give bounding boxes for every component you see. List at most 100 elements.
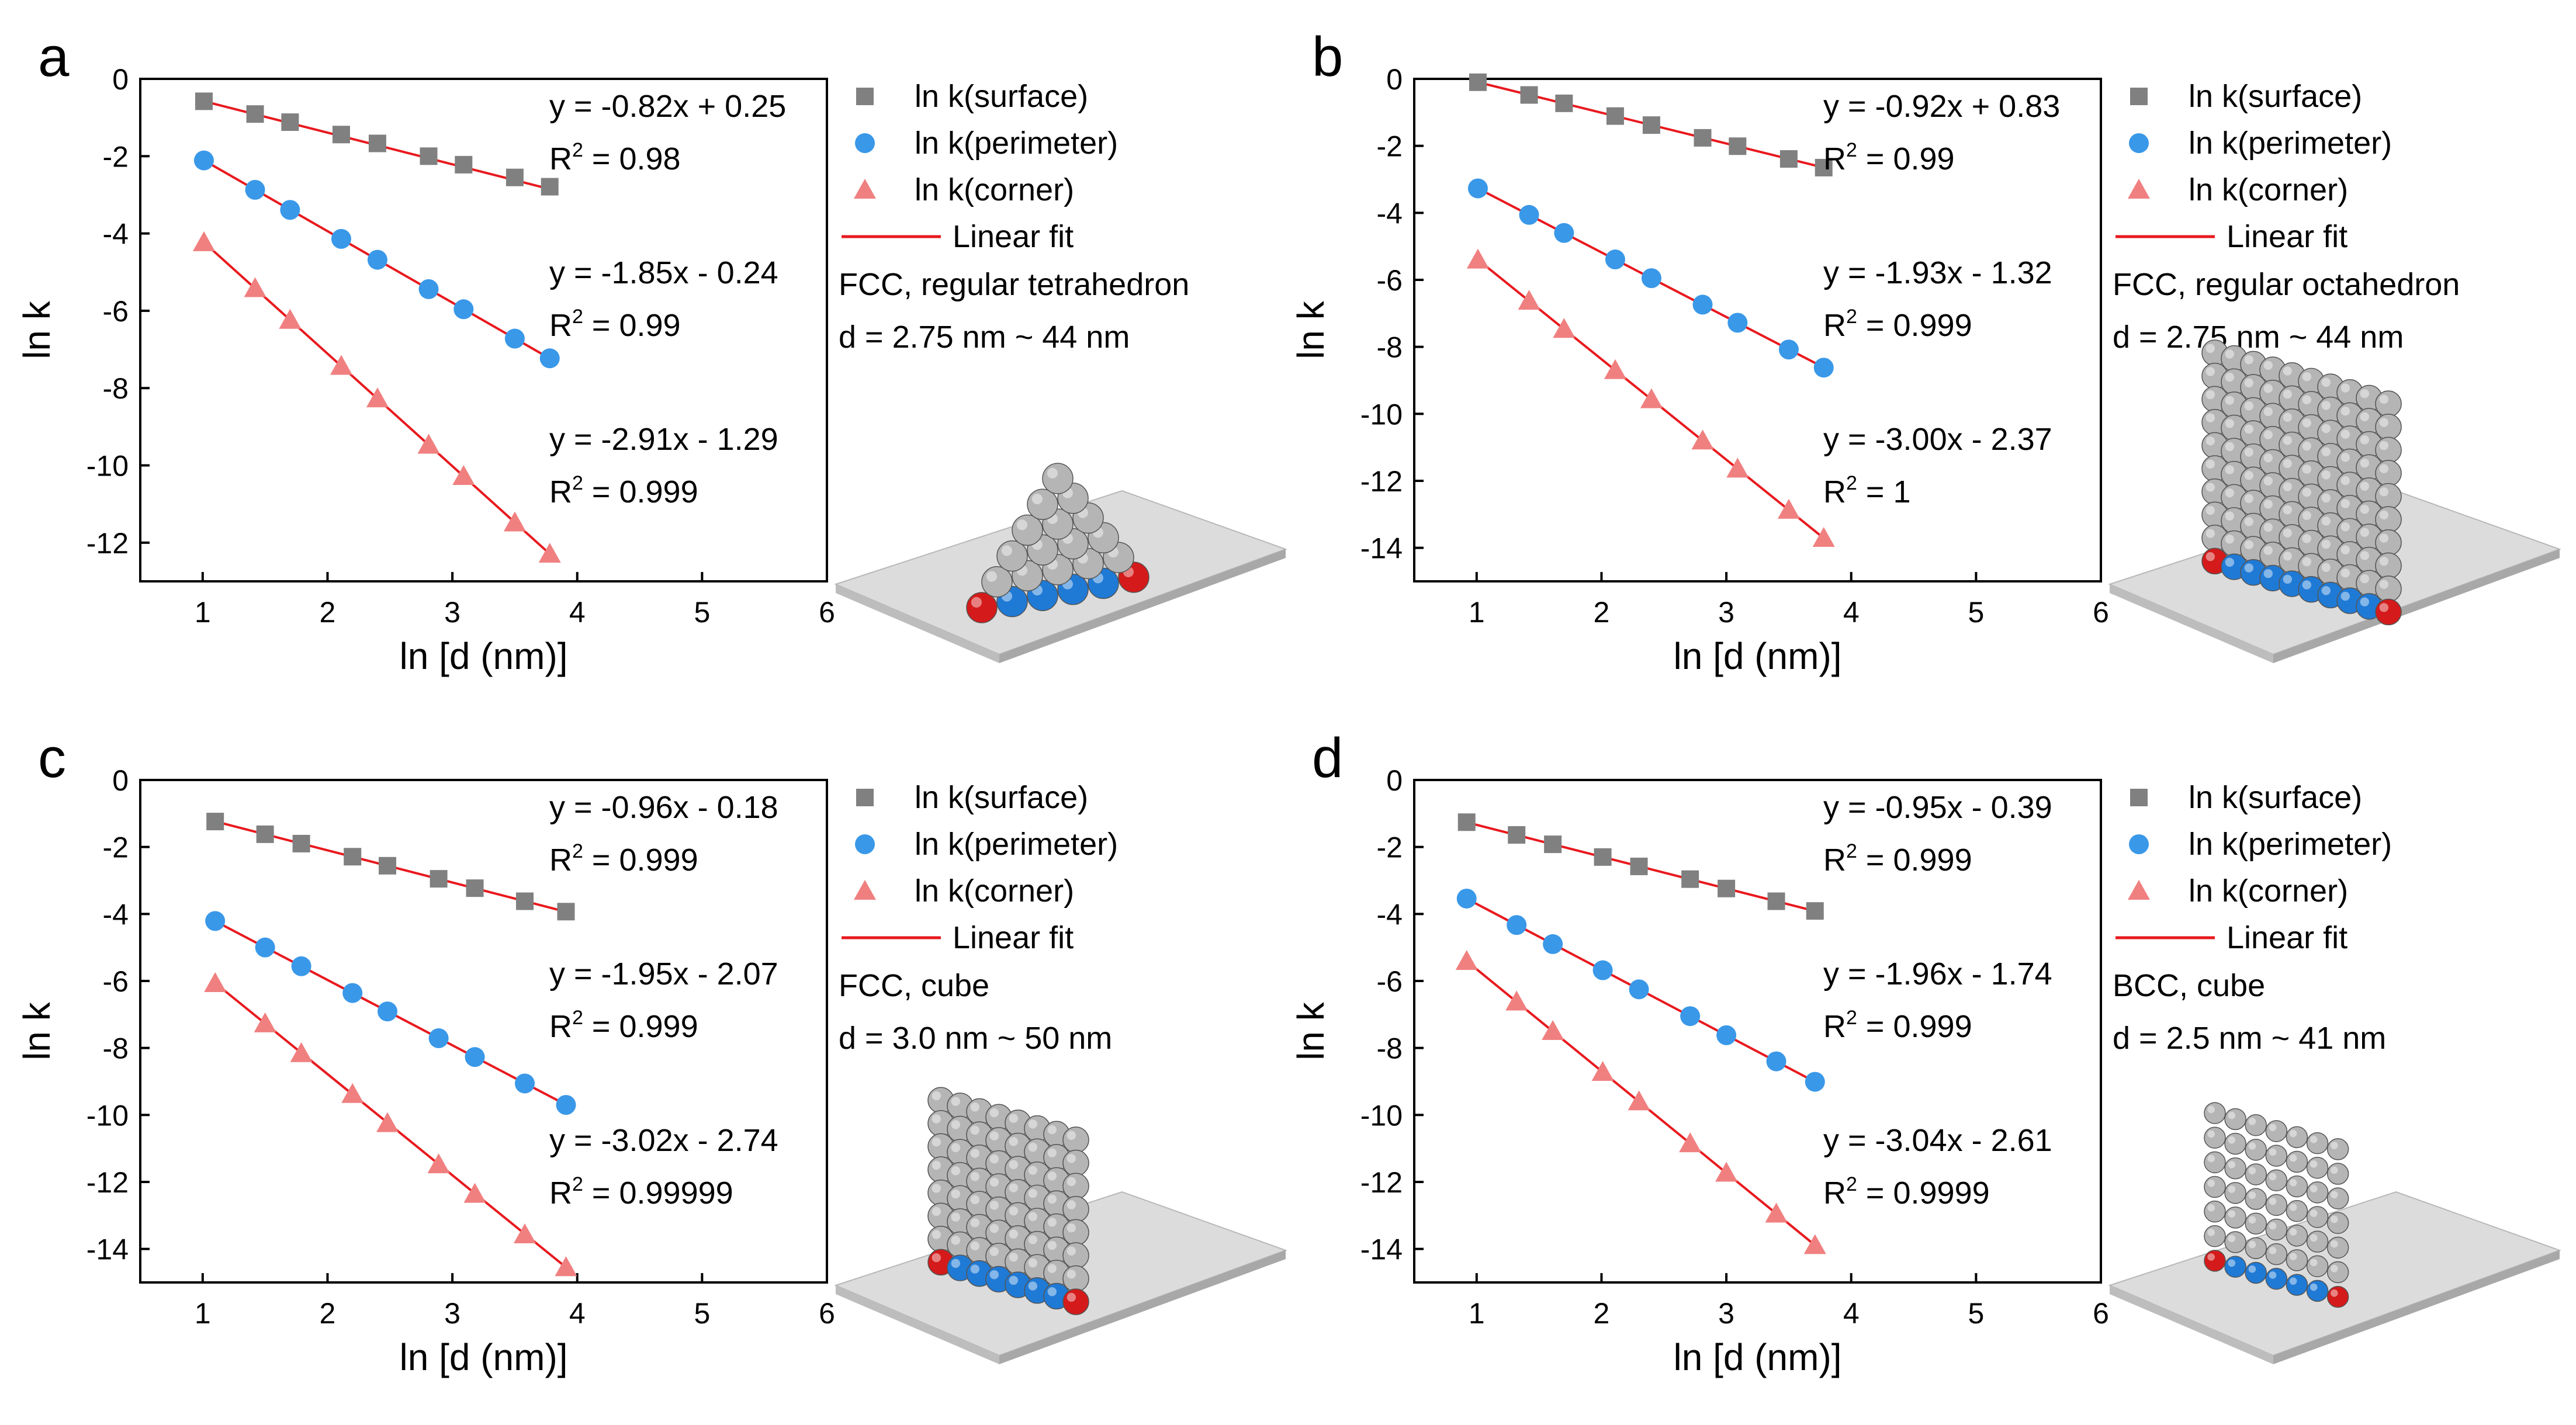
atom-highlight <box>2263 522 2273 532</box>
data-point-triangle <box>254 1012 276 1032</box>
atom-highlight <box>2360 458 2369 468</box>
data-point-triangle <box>1553 318 1576 338</box>
legend-label: ln k(surface) <box>2189 79 2362 114</box>
data-point-triangle <box>330 355 352 375</box>
data-point-triangle <box>1812 527 1835 547</box>
x-axis-label: ln [d (nm)] <box>1673 1336 1841 1378</box>
legend-label: Linear fit <box>953 920 1074 955</box>
atom <box>2245 1163 2267 1185</box>
atom <box>2245 1261 2267 1284</box>
atom-highlight <box>2321 516 2331 526</box>
atom-highlight <box>2244 448 2253 457</box>
data-point-triangle <box>1803 1234 1826 1254</box>
legend-symbol-circle <box>855 834 875 854</box>
atom-highlight <box>2321 424 2331 434</box>
atom <box>2286 1199 2308 1222</box>
atom <box>2265 1243 2288 1265</box>
data-point-triangle <box>1691 429 1714 450</box>
data-point-circle <box>280 200 300 220</box>
atom-highlight <box>2289 1154 2297 1162</box>
data-point-circle <box>193 150 214 171</box>
r-squared: R2 = 1 <box>1823 472 1911 509</box>
x-tick-label: 1 <box>195 596 211 629</box>
atom <box>2245 1188 2267 1210</box>
legend-label: ln k(corner) <box>2189 873 2348 909</box>
atom <box>1062 1126 1089 1153</box>
atom <box>2306 1206 2329 1228</box>
atom-highlight <box>2269 1271 2277 1279</box>
atom-highlight <box>989 1247 999 1256</box>
r-squared: R2 = 0.999 <box>1823 840 1972 878</box>
y-tick-label: -2 <box>1377 130 1403 163</box>
atom-highlight <box>2244 494 2253 503</box>
data-point-circle <box>342 983 363 1003</box>
substrate-side-right <box>999 549 1286 663</box>
data-point-triangle <box>341 1083 364 1103</box>
atom-highlight <box>2379 510 2388 520</box>
atom-highlight <box>1047 1194 1057 1204</box>
y-tick-label: -2 <box>1377 831 1403 864</box>
atom <box>2265 1145 2288 1167</box>
atom <box>1042 463 1074 494</box>
atom-highlight <box>2244 401 2253 411</box>
substrate-side-left <box>836 1285 999 1364</box>
atom-highlight <box>1067 1200 1076 1209</box>
plot-frame <box>1413 779 2102 1284</box>
r-squared: R2 = 0.999 <box>549 1007 698 1044</box>
atom-highlight <box>2263 453 2273 463</box>
data-point-square <box>1806 902 1824 920</box>
atom <box>2375 598 2402 626</box>
atom-highlight <box>2283 482 2292 491</box>
atom-highlight <box>989 1154 999 1164</box>
atom-highlight <box>2310 1209 2318 1217</box>
data-point-triangle <box>204 972 227 993</box>
data-point-square <box>195 92 213 110</box>
data-point-circle <box>1467 178 1488 199</box>
atom-highlight <box>2379 487 2388 497</box>
atom-highlight <box>2302 580 2311 590</box>
atom-highlight <box>2248 1142 2256 1150</box>
atom-highlight <box>2310 1136 2318 1143</box>
y-tick-label: -12 <box>86 1166 129 1199</box>
data-point-circle <box>331 228 351 249</box>
atom-highlight <box>2340 568 2350 578</box>
data-point-triangle <box>1518 290 1540 310</box>
atom <box>2204 1250 2226 1272</box>
atom-highlight <box>932 1230 941 1239</box>
r-squared: R2 = 0.98 <box>549 139 681 176</box>
data-point-square <box>1544 835 1562 854</box>
atom-highlight <box>932 1138 941 1147</box>
y-axis-label: ln k <box>1290 1001 1332 1060</box>
atom-highlight <box>2360 551 2369 560</box>
atom-highlight <box>2321 470 2331 480</box>
atom-highlight <box>951 1189 961 1199</box>
data-point-square <box>541 178 559 196</box>
atom-highlight <box>2331 1215 2338 1223</box>
atom-highlight <box>2340 453 2350 462</box>
atom-highlight <box>1067 1154 1076 1163</box>
atom-highlight <box>2321 586 2331 595</box>
atom <box>1062 1219 1089 1246</box>
structure-description: FCC, regular octahedron <box>2113 267 2460 302</box>
atom-highlight <box>2360 435 2369 445</box>
atom-highlight <box>2321 493 2331 503</box>
atom-highlight <box>2205 483 2215 492</box>
data-point-triangle <box>1455 950 1478 970</box>
data-point-square <box>246 105 264 123</box>
data-point-triangle <box>503 511 526 532</box>
legend-symbol-triangle <box>854 179 876 199</box>
data-point-triangle <box>1765 1202 1788 1223</box>
atom-highlight <box>2360 597 2369 606</box>
data-point-circle <box>367 249 387 270</box>
atom-highlight <box>2302 488 2311 497</box>
r-squared: R2 = 0.999 <box>549 472 698 509</box>
atom-highlight <box>2340 545 2350 554</box>
legend-symbol-square <box>2130 789 2148 806</box>
atom <box>2375 575 2402 602</box>
atom-highlight <box>2283 389 2292 399</box>
legend-symbol-circle <box>855 133 875 153</box>
structure-description: d = 2.5 nm ~ 41 nm <box>2113 1021 2386 1056</box>
atom <box>2204 1176 2226 1198</box>
data-point-square <box>206 813 224 831</box>
legend-label: Linear fit <box>2227 219 2348 254</box>
